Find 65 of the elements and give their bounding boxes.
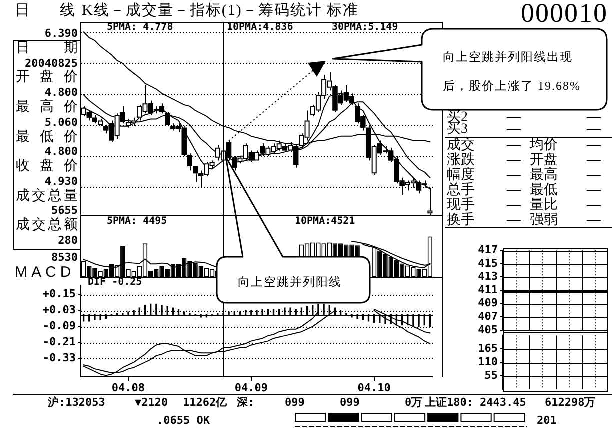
text: ▼2120 [135, 396, 168, 410]
text: 4.800 [44, 85, 78, 100]
text: 30PMA:5.149 [332, 22, 398, 34]
y-tick-label: 165 [478, 342, 498, 355]
text: 8530 [52, 250, 78, 264]
text: 最高价 [16, 100, 78, 115]
text: 0万 [405, 396, 423, 410]
chart-subtitle: K线－成交量－指标(1)－筹码统计 标准 [82, 2, 360, 20]
y-tick-label: 413 [478, 270, 498, 284]
y-tick-label: -0.09 [42, 320, 76, 333]
y-tick-label: 407 [478, 310, 498, 323]
text: 000010 [521, 0, 608, 28]
text: 5655 [52, 203, 78, 218]
y-axis-title: MACD [15, 264, 76, 281]
text: 成交总额 [16, 218, 78, 234]
annotation: DIF -0.25 [88, 277, 142, 289]
text: 最低价 [16, 130, 78, 144]
text: 日期 [16, 40, 78, 56]
x-tick-label: 04.08 [112, 381, 146, 394]
text: 4.930 [44, 174, 78, 188]
y-tick-label: -0.21 [42, 335, 76, 348]
text: 5.060 [44, 114, 78, 130]
text: 开盘价 [16, 70, 78, 86]
text: 幅度 — 最高 — [447, 168, 601, 182]
y-tick-label: 411 [478, 283, 498, 296]
text: 买3 — — [447, 122, 601, 136]
text: 成交总量 [16, 188, 78, 204]
y-tick-label: +0.15 [42, 288, 76, 301]
text: 2443.45 [480, 396, 526, 410]
text: 10PMA:4.836 [227, 22, 294, 34]
text: 成交 — 均价 — [447, 138, 601, 152]
text: 280 [58, 232, 78, 248]
annotation: 向上空跳并列阳线 [238, 274, 343, 291]
y-tick-label: 415 [478, 256, 498, 270]
text: 612298万 [545, 396, 596, 410]
y-tick-label: 409 [478, 296, 498, 310]
text: .0655 OK [157, 414, 210, 428]
text: 总手 — 最低 — [447, 182, 601, 198]
y-tick-label: -0.33 [42, 351, 76, 364]
text: 换手 — 强弱 — [447, 212, 601, 228]
x-tick-label: 04.09 [234, 381, 268, 394]
text: 10PMA:4521 [295, 216, 356, 228]
text: 20040825 [25, 56, 78, 70]
text: 现手 — 量比 — [447, 198, 601, 212]
text: 5PMA: 4.778 [107, 22, 174, 34]
y-tick-label: 55 [484, 368, 498, 382]
text: 上证180: [425, 396, 474, 410]
text: 沪:132053 [48, 396, 106, 410]
text: 099 [340, 396, 360, 410]
text: 4.800 [44, 144, 78, 158]
y-tick-label: 405 [478, 323, 498, 336]
text: 5PMA: 4495 [107, 216, 168, 228]
text: 201 [537, 414, 557, 428]
text: 099 [285, 396, 305, 410]
text: 11262亿 [183, 396, 228, 410]
text: 深: [237, 396, 255, 410]
y-tick-label: 417 [478, 243, 498, 256]
y-tick-label: +0.03 [42, 304, 76, 317]
y-tick-label: 110 [478, 355, 498, 368]
x-tick-label: 04.10 [358, 381, 391, 394]
chart-title: 日 线 [15, 2, 75, 20]
text: 向上空跳并列阳线出现后，股价上涨了 19.68% [443, 50, 581, 93]
text: 6.390 [44, 26, 78, 40]
text: 收盘价 [16, 159, 78, 174]
text: 涨跌 — 开盘 — [447, 152, 601, 168]
